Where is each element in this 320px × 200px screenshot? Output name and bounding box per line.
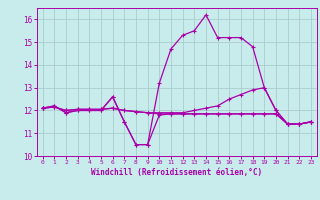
X-axis label: Windchill (Refroidissement éolien,°C): Windchill (Refroidissement éolien,°C): [91, 168, 262, 177]
